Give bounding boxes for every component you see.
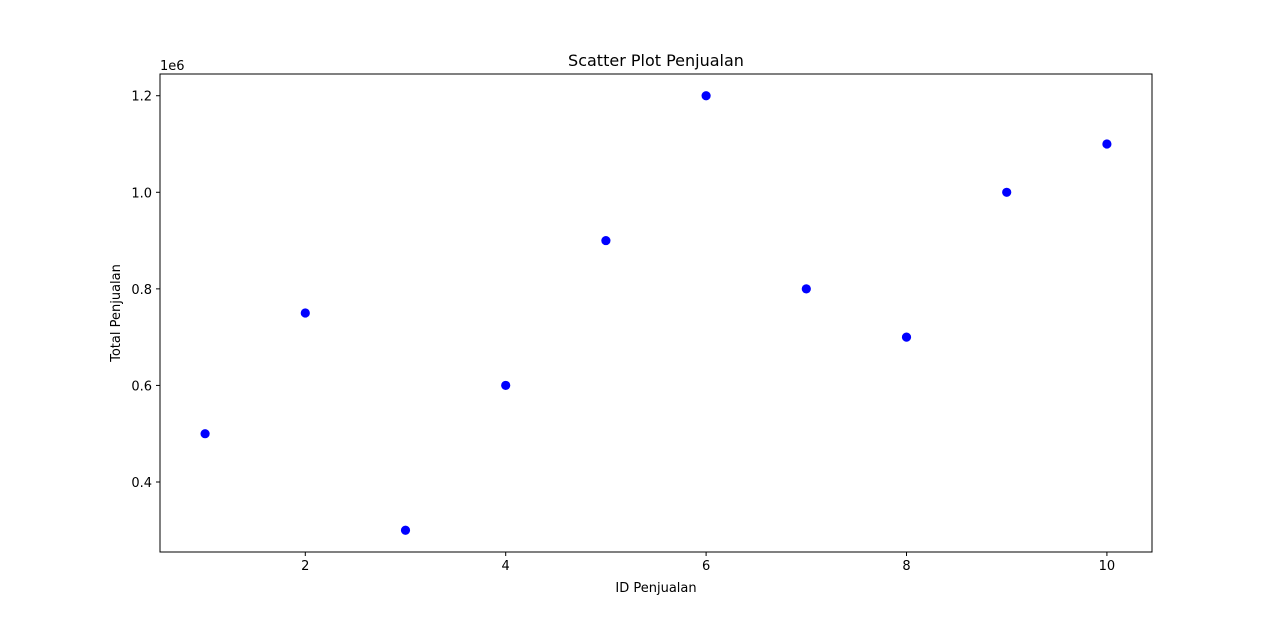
data-point xyxy=(1002,187,1012,197)
x-axis-label: ID Penjualan xyxy=(615,581,696,596)
data-point xyxy=(501,380,511,391)
data-point xyxy=(200,429,210,439)
x-tick-label: 4 xyxy=(502,559,510,574)
data-point xyxy=(701,91,711,101)
x-tick-label: 6 xyxy=(702,559,710,574)
x-tick-label: 8 xyxy=(902,559,910,574)
data-point xyxy=(400,525,411,535)
plot-frame xyxy=(159,73,1153,553)
y-tick-label: 0.4 xyxy=(131,476,152,491)
y-tick-label: 1.2 xyxy=(131,90,152,105)
data-point xyxy=(901,332,912,342)
y-tick-label: 1.0 xyxy=(131,186,152,201)
x-tick-label: 2 xyxy=(301,559,309,574)
data-point xyxy=(801,284,811,294)
y-axis-offset-label: 1e6 xyxy=(160,59,185,74)
y-tick-label: 0.6 xyxy=(131,379,152,394)
data-point xyxy=(601,235,611,246)
x-tick-label: 10 xyxy=(1099,559,1116,574)
y-axis-label: Total Penjualan xyxy=(109,264,124,363)
data-point xyxy=(300,308,310,318)
data-point xyxy=(1102,139,1112,149)
plot-area: 2 4 6 8 10 0.4 0.6 0.8 1.0 1.2 xyxy=(131,73,1153,574)
y-tick-label: 0.8 xyxy=(131,283,152,298)
chart-title: Scatter Plot Penjualan xyxy=(568,51,744,70)
